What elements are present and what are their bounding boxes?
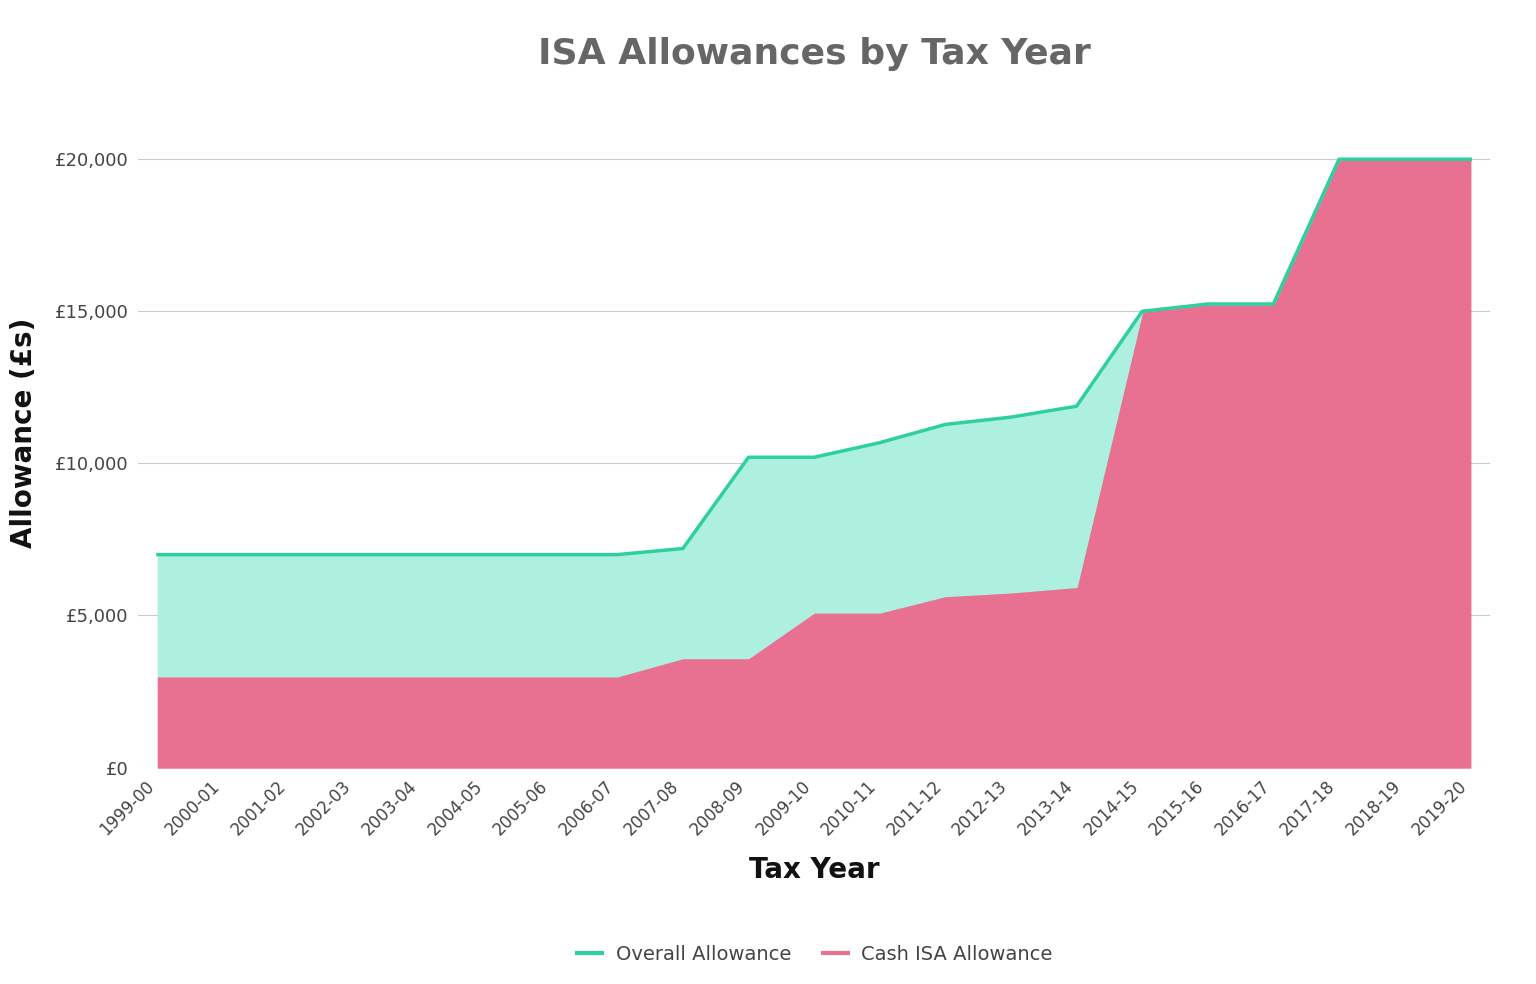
Title: ISA Allowances by Tax Year: ISA Allowances by Tax Year xyxy=(538,36,1091,71)
Legend: Overall Allowance, Cash ISA Allowance: Overall Allowance, Cash ISA Allowance xyxy=(567,938,1061,972)
Y-axis label: Allowance (£s): Allowance (£s) xyxy=(9,318,38,548)
X-axis label: Tax Year: Tax Year xyxy=(748,856,880,884)
